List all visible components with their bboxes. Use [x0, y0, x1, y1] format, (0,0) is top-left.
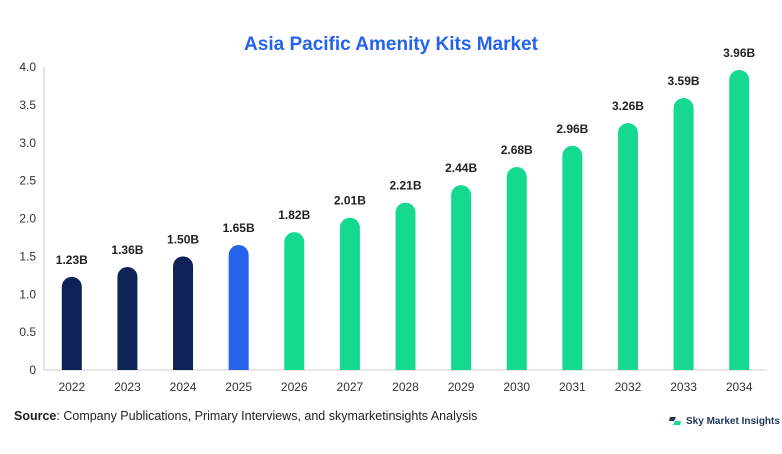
- source-label: Source: [14, 409, 57, 423]
- data-label: 2.21B: [389, 179, 421, 193]
- bar-2030: [506, 166, 527, 370]
- bar-chart: 00.51.01.52.02.53.03.54.0 2022 2023 2024 20…: [19, 46, 767, 394]
- source-note: Source: Company Publications, Primary In…: [14, 409, 477, 423]
- bar-2032: [617, 123, 638, 370]
- x-tick-label: 2034: [726, 380, 753, 394]
- bar-2034: [729, 70, 750, 370]
- sky-market-insights-logo-icon: [669, 417, 681, 425]
- x-tick-label: 2031: [559, 380, 586, 394]
- x-tick-label: 2032: [615, 380, 642, 394]
- y-tick-label: 4.0: [19, 60, 36, 74]
- x-tick-label: 2030: [503, 380, 530, 394]
- bar-2026: [284, 232, 305, 370]
- data-label: 1.82B: [278, 208, 310, 222]
- brand-logo: Sky Market Insights: [668, 414, 780, 428]
- y-tick-label: 1.0: [19, 287, 36, 301]
- x-tick-label: 2033: [670, 380, 697, 394]
- x-tick-label: 2028: [392, 380, 419, 394]
- bar-2029: [451, 185, 472, 370]
- y-tick-label: 1.5: [19, 249, 36, 263]
- data-label: 1.50B: [167, 232, 199, 246]
- bar-2027: [339, 217, 360, 370]
- data-label: 1.23B: [56, 253, 88, 267]
- y-tick-label: 2.0: [19, 212, 36, 226]
- bar-2025: [228, 245, 249, 370]
- y-tick-label: 0: [29, 363, 36, 377]
- data-label: 1.36B: [111, 243, 143, 257]
- source-text: : Company Publications, Primary Intervie…: [56, 409, 478, 423]
- x-tick-label: 2027: [337, 380, 364, 394]
- y-tick-label: 2.5: [19, 174, 36, 188]
- data-labels: 1.23B 1.36B 1.50B 1.65B 1.82B 2.01B 2.21B 2.44B…: [56, 46, 756, 267]
- bar-2033: [673, 98, 694, 371]
- x-tick-label: 2024: [170, 380, 197, 394]
- x-tick-label: 2026: [281, 380, 308, 394]
- brand-name: Sky Market Insights: [686, 415, 780, 427]
- y-tick-label: 3.0: [19, 136, 36, 150]
- bar-2031: [562, 145, 583, 370]
- y-tick-label: 0.5: [19, 325, 36, 339]
- bar-2028: [395, 202, 416, 370]
- x-tick-label: 2029: [448, 380, 475, 394]
- data-label: 2.01B: [334, 194, 366, 208]
- data-label: 1.65B: [223, 221, 255, 235]
- bar-2024: [173, 256, 194, 370]
- bars: [61, 70, 750, 371]
- y-axis-ticks: 0 0.5 1.0 1.5 2.0 2.5 3.0 3.5 4.0: [19, 60, 36, 377]
- data-label: 3.26B: [612, 99, 644, 113]
- data-label: 2.44B: [445, 161, 477, 175]
- data-label: 2.96B: [556, 122, 588, 136]
- x-tick-label: 2022: [58, 380, 85, 394]
- data-label: 3.59B: [668, 74, 700, 88]
- bar-2022: [61, 276, 82, 370]
- bar-2023: [117, 266, 138, 370]
- data-label: 2.68B: [501, 143, 533, 157]
- x-tick-label: 2023: [114, 380, 141, 394]
- x-tick-label: 2025: [225, 380, 252, 394]
- y-tick-label: 3.5: [19, 98, 36, 112]
- data-label: 3.96B: [723, 46, 755, 60]
- chart-title: Asia Pacific Amenity Kits Market: [244, 34, 538, 55]
- x-axis-ticks: 2022 2023 2024 2025 2026 2027 2028 2029 2030 2031…: [58, 380, 752, 394]
